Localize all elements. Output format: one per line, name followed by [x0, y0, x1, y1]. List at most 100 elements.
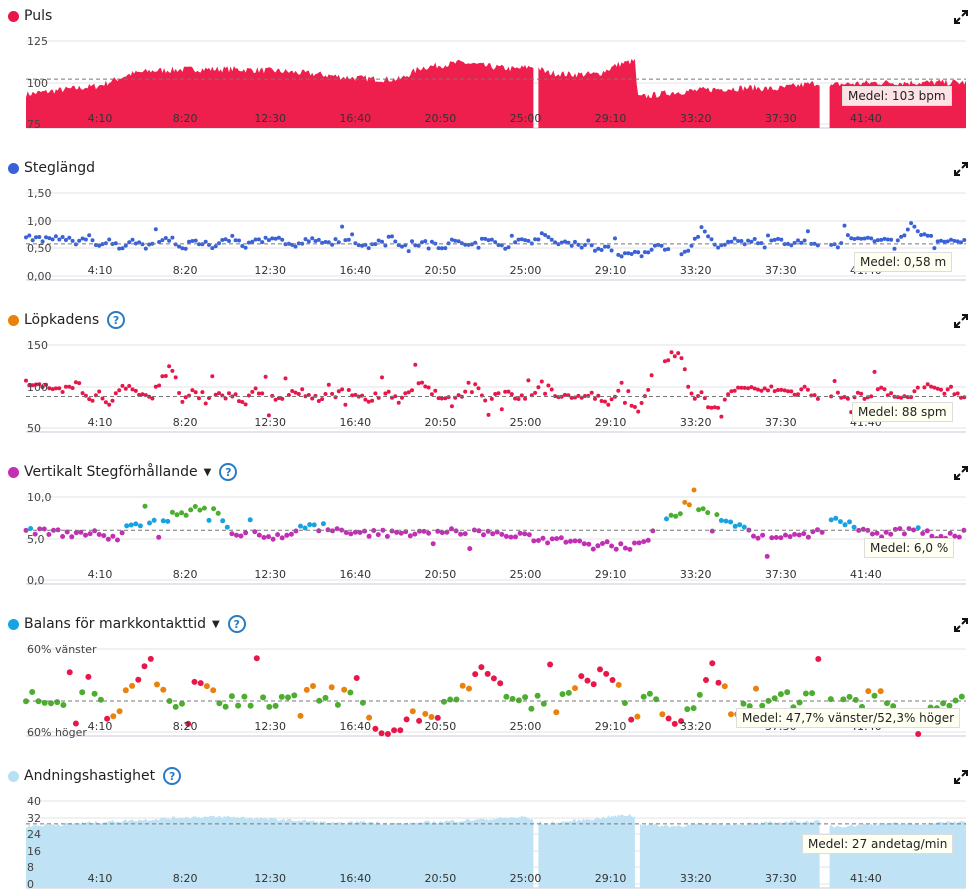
data-point [664, 516, 669, 522]
data-point [429, 239, 434, 244]
data-point [469, 242, 474, 247]
data-point [458, 531, 464, 537]
data-point [53, 234, 58, 239]
x-tick-label: 4:10 [88, 112, 113, 125]
data-point [383, 243, 388, 248]
data-point [83, 237, 88, 242]
data-point [597, 666, 603, 673]
data-point [123, 243, 128, 248]
dropdown-caret-icon[interactable]: ▼ [212, 618, 220, 630]
data-point [622, 251, 627, 256]
title-text: Balans för markkontakttid [24, 616, 207, 632]
data-point [859, 236, 864, 241]
data-point [847, 519, 852, 525]
data-point [845, 396, 850, 401]
expand-icon[interactable] [954, 10, 968, 24]
data-point [220, 518, 226, 524]
data-point [736, 239, 741, 243]
data-point [493, 392, 498, 396]
data-point [119, 530, 125, 536]
help-icon[interactable]: ? [107, 311, 126, 329]
help-icon[interactable]: ? [227, 615, 246, 633]
data-point [662, 247, 667, 252]
data-point [912, 389, 917, 394]
data-point [326, 240, 331, 245]
help-icon[interactable]: ? [163, 767, 182, 785]
data-point [756, 241, 760, 246]
data-point [649, 373, 654, 378]
data-point [256, 391, 261, 396]
data-point [493, 240, 498, 245]
data-point [341, 686, 348, 693]
data-point [140, 242, 145, 247]
data-point [689, 243, 694, 248]
data-point [320, 397, 325, 402]
data-point [380, 239, 384, 244]
data-point [852, 696, 859, 703]
data-point [792, 240, 797, 245]
data-point [260, 240, 265, 245]
panel-title-puls: Puls [8, 6, 52, 26]
average-label: Medel: 6,0 % [864, 538, 955, 558]
expand-icon[interactable] [954, 162, 968, 176]
data-point [44, 235, 48, 240]
data-point [616, 252, 621, 257]
expand-icon[interactable] [954, 618, 968, 632]
data-point [273, 236, 278, 241]
chart-puls: 125 100 75 4:10 8:20 12:30 16:40 20:50 25:00 29:1… [26, 35, 966, 131]
data-point [266, 238, 271, 243]
data-point [256, 237, 261, 242]
expand-icon[interactable] [954, 466, 968, 480]
data-point [147, 655, 154, 662]
data-point [266, 413, 271, 418]
help-icon[interactable]: ? [219, 463, 238, 481]
data-point [147, 394, 152, 399]
data-point [423, 239, 428, 244]
data-point [180, 246, 185, 251]
data-point [740, 700, 747, 707]
x-tick-label: 37:30 [765, 568, 797, 581]
x-tick-label: 33:20 [680, 720, 712, 733]
x-tick-label: 33:20 [680, 112, 712, 125]
data-point [87, 233, 92, 238]
data-point [87, 397, 92, 402]
data-point [586, 238, 591, 243]
series-dot-icon [8, 162, 19, 174]
data-point [496, 391, 501, 396]
data-point [945, 387, 950, 392]
data-point [288, 531, 294, 537]
data-point [709, 660, 716, 667]
data-point [696, 234, 701, 239]
data-point [672, 354, 677, 359]
data-point [409, 708, 416, 715]
data-point [862, 396, 867, 401]
x-tick-label: 20:50 [425, 872, 457, 885]
data-point [27, 383, 32, 388]
data-point [170, 368, 175, 373]
data-point [280, 396, 285, 401]
data-point [549, 237, 554, 242]
data-point [24, 235, 28, 240]
data-point [759, 702, 766, 709]
data-point [632, 405, 637, 409]
data-point [311, 522, 317, 528]
expand-icon[interactable] [954, 314, 968, 328]
expand-icon[interactable] [954, 770, 968, 784]
data-point [234, 532, 239, 538]
data-point [773, 535, 779, 540]
data-point [384, 533, 390, 539]
data-point [940, 700, 947, 707]
chart-balans: 60% vänster 60% höger 4:10 8:20 12:30 16:40 20… [23, 643, 966, 739]
data-point [503, 389, 508, 394]
data-point [223, 237, 228, 242]
data-point [799, 387, 804, 392]
data-point [179, 700, 185, 707]
data-point [444, 529, 450, 535]
data-point [942, 391, 947, 396]
data-point [553, 709, 560, 716]
data-point [952, 392, 957, 397]
dropdown-caret-icon[interactable]: ▼ [203, 466, 212, 478]
data-point [224, 524, 230, 530]
data-point [423, 384, 428, 389]
x-tick-label: 4:10 [88, 872, 113, 885]
